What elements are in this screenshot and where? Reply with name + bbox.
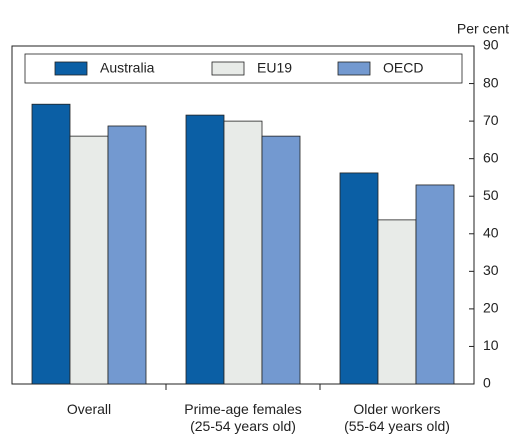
x-tick-label: Overall <box>66 401 112 417</box>
y-tick-label: 30 <box>483 262 499 278</box>
bar <box>107 125 147 385</box>
y-tick-label: 50 <box>483 187 499 203</box>
y-tick-label: 60 <box>483 149 499 165</box>
legend-swatch <box>54 61 88 76</box>
bar <box>31 103 71 385</box>
legend-label: EU19 <box>257 60 292 76</box>
y-tick-label: 90 <box>483 37 499 53</box>
y-tick-label: 80 <box>483 74 499 90</box>
bar <box>185 114 225 385</box>
legend-swatch <box>337 61 371 76</box>
bar <box>69 135 109 385</box>
legend-label: Australia <box>100 60 155 76</box>
y-tick-label: 70 <box>483 112 499 128</box>
legend-label: OECD <box>383 60 423 76</box>
bar <box>261 135 301 385</box>
bar <box>415 184 455 385</box>
y-axis-label: Per cent <box>457 21 509 37</box>
x-tick-label: Prime-age females (25-54 years old) <box>184 401 302 434</box>
bar <box>339 172 379 385</box>
y-tick-label: 20 <box>483 300 499 316</box>
y-tick-label: 0 <box>483 375 491 391</box>
x-tick-label: Older workers (55-64 years old) <box>344 401 450 434</box>
y-tick-label: 40 <box>483 224 499 240</box>
bar <box>223 120 263 385</box>
y-tick-label: 10 <box>483 337 499 353</box>
legend-swatch <box>211 61 245 76</box>
bar <box>377 219 417 385</box>
